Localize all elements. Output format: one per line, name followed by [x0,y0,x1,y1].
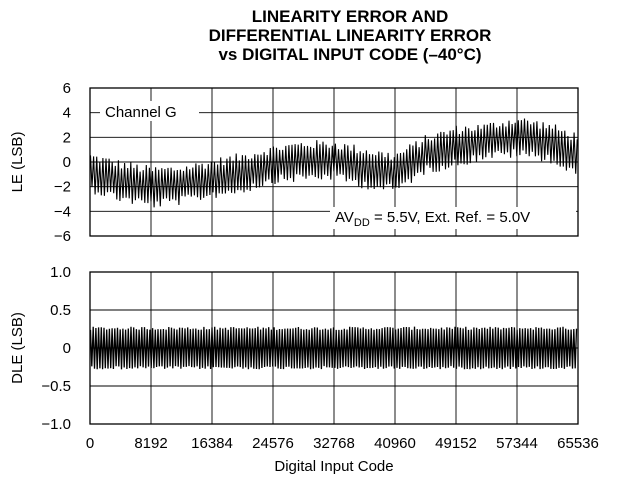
y-tick-label: 0.5 [50,302,71,319]
condition-label-bg [330,207,576,229]
x-tick-label: 40960 [374,435,416,452]
y-tick-label: 1.0 [50,264,71,281]
y-tick-label: 0 [63,154,71,171]
x-tick-label: 65536 [557,435,599,452]
le-panel: 6 4 2 0 −2 −4 −6 LE (LSB) Channel G AVDD = 5.5V, … [9,80,579,245]
plot-frame [89,271,579,425]
chart-title-line-2: DIFFERENTIAL LINEARITY ERROR [208,26,492,45]
condition-label: AVDD = 5.5V, Ext. Ref. = 5.0V [335,209,530,229]
x-axis-label: Digital Input Code [274,458,393,475]
y-axis-label: DLE (LSB) [9,312,26,384]
y-tick-label: 2 [63,129,71,146]
chart-title-line-3: vs DIGITAL INPUT CODE (–40°C) [218,45,482,64]
x-tick-label: 24576 [252,435,294,452]
dle-panel: 1.0 0.5 0 −0.5 −1.0 DLE (LSB) 0 8192 16384 24576 3… [9,264,599,475]
y-tick-label: −0.5 [41,378,71,395]
y-axis-label: LE (LSB) [9,132,26,193]
channel-label-bg [100,101,199,121]
x-tick-label: 32768 [313,435,355,452]
y-tick-label: 6 [63,80,71,97]
chart-title-line-1: LINEARITY ERROR AND [251,7,449,26]
y-tick-label: −6 [54,228,71,245]
x-tick-label: 0 [86,435,94,452]
x-tick-label: 16384 [191,435,233,452]
y-tick-label: −2 [54,179,71,196]
dle-series-line [89,326,578,370]
x-tick-label: 57344 [496,435,538,452]
y-tick-label: −4 [54,203,71,220]
channel-label: Channel G [105,104,177,121]
x-tick-label: 49152 [435,435,477,452]
x-tick-label: 8192 [134,435,167,452]
plot-frame [89,87,579,237]
y-tick-label: −1.0 [41,416,71,433]
y-tick-label: 0 [63,340,71,357]
y-tick-label: 4 [63,105,71,122]
le-series-line [89,118,578,208]
